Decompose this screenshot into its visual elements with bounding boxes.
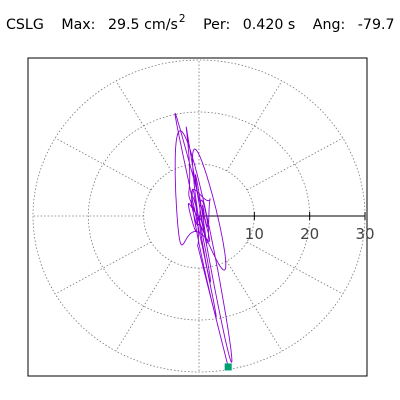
grid-spoke (246, 137, 343, 191)
radial-tick-label: 20 (300, 225, 319, 243)
max-label: Max: (61, 17, 96, 33)
plot-frame (27, 57, 368, 377)
angle-value: -79.7 (357, 17, 395, 33)
period-value: 0.420 s (242, 17, 296, 33)
orbit-trace (174, 112, 233, 368)
angle-label: Ang: (312, 17, 346, 33)
max-point-square (224, 363, 232, 371)
grid-spoke (55, 241, 152, 295)
radial-axis: 10 20 30 (199, 212, 375, 243)
radial-tick-label: 30 (355, 225, 374, 243)
grid-spoke (226, 260, 283, 352)
grid-spoke (115, 80, 172, 172)
grid-spoke (246, 241, 343, 295)
radial-tick-label: 10 (245, 225, 264, 243)
max-point-marker (224, 363, 232, 371)
max-value: 29.5 cm/s (107, 17, 178, 33)
acceleration-orbit (174, 112, 233, 368)
grid-spoke (55, 137, 152, 191)
grid-spoke (226, 80, 283, 172)
max-unit-exponent: 2 (178, 13, 186, 25)
period-label: Per: (203, 17, 231, 33)
station-code: CSLG (6, 17, 44, 33)
grid-spoke (115, 260, 172, 352)
chart-header: CSLG Max: 29.5 cm/s2 Per: 0.420 s Ang: -… (6, 13, 395, 39)
